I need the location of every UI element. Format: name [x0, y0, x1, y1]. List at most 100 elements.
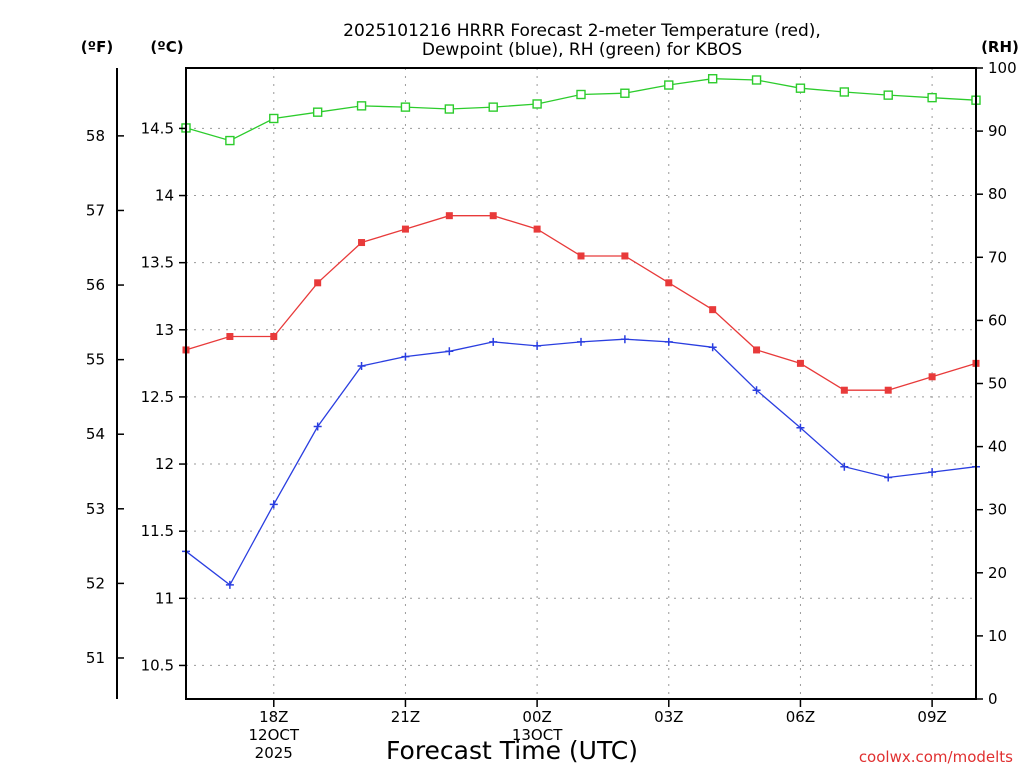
- rh-point-6: [444, 104, 455, 114]
- rh-point-4: [356, 101, 367, 111]
- rh-tick-label-2: 20: [988, 564, 1007, 582]
- fahrenheit-unit-label: (ºF): [81, 38, 113, 56]
- 2-meter-temperature-point-10: [621, 252, 629, 260]
- dewpoint-point-7: [489, 337, 498, 346]
- fahrenheit-tick-label-4: 55: [86, 351, 105, 369]
- rh-point-9: [576, 89, 586, 100]
- rh-point-5: [400, 102, 411, 112]
- 2-meter-temperature-point-5: [401, 225, 409, 233]
- dewpoint-point-13: [752, 386, 761, 395]
- rh-tick-label-4: 40: [988, 438, 1007, 456]
- fahrenheit-tick-label-6: 57: [86, 201, 105, 219]
- rh-point-1: [225, 135, 235, 146]
- celsius-tick-label-2: 11.5: [141, 522, 174, 540]
- 2-meter-temperature-point-9: [577, 252, 585, 260]
- celsius-tick-label-6: 13.5: [141, 254, 174, 272]
- x-tick-label-0-0: 18Z: [259, 708, 288, 726]
- fahrenheit-tick-label-5: 56: [86, 276, 105, 294]
- rh-tick-label-5: 50: [988, 375, 1007, 393]
- x-tick-label-5-0: 09Z: [917, 708, 946, 726]
- fahrenheit-tick-label-3: 54: [86, 425, 105, 443]
- x-tick-label-3-0: 03Z: [654, 708, 683, 726]
- rh-point-3: [312, 107, 323, 117]
- rh-point-11: [664, 80, 674, 90]
- axis-labels: 10.5 11 11.5 12 12.5 13 13.5 14 14.5 51 52 53 54 55 56…: [86, 59, 1017, 762]
- fahrenheit-tick-label-1: 52: [86, 574, 105, 592]
- celsius-tick-label-1: 11: [155, 589, 174, 607]
- fahrenheit-tick-label-2: 53: [86, 500, 105, 518]
- 2-meter-temperature-point-13: [753, 346, 761, 354]
- rh-point-7: [488, 102, 498, 112]
- 2-meter-temperature-point-12: [709, 306, 717, 314]
- dewpoint-point-1: [225, 580, 234, 589]
- 2-meter-temperature-point-17: [928, 373, 936, 381]
- 2-meter-temperature-point-11: [665, 279, 673, 287]
- credit-text: coolwx.com/modelts: [859, 748, 1013, 766]
- rh-point-16: [883, 90, 893, 100]
- x-tick-label-2-0: 00Z: [522, 708, 551, 726]
- x-tick-label-0-1: 12OCT: [249, 726, 300, 744]
- dewpoint-point-16: [884, 473, 893, 482]
- 2-meter-temperature-point-4: [358, 239, 366, 247]
- x-tick-label-4-0: 06Z: [786, 708, 815, 726]
- celsius-tick-label-5: 13: [155, 321, 174, 339]
- rh-point-17: [927, 92, 937, 103]
- dewpoint-point-9: [577, 337, 585, 346]
- rh-point-2: [269, 113, 279, 124]
- x-axis-title: Forecast Time (UTC): [386, 736, 638, 765]
- rh-unit-label: (RH): [981, 38, 1019, 56]
- x-tick-label-0-2: 2025: [255, 744, 293, 762]
- dewpoint-point-5: [401, 352, 410, 361]
- rh-tick-label-6: 60: [988, 311, 1007, 329]
- rh-tick-label-8: 80: [988, 185, 1007, 203]
- celsius-tick-label-3: 12: [155, 455, 174, 473]
- rh-point-13: [751, 75, 762, 85]
- dewpoint-point-6: [445, 347, 454, 356]
- celsius-unit-label: (ºC): [150, 38, 183, 56]
- grid-lines: [186, 68, 976, 699]
- dewpoint-point-17: [928, 468, 937, 477]
- celsius-tick-label-7: 14: [155, 187, 174, 205]
- celsius-tick-label-8: 14.5: [141, 119, 174, 137]
- rh-line: [185, 78, 977, 142]
- dewpoint-line: [185, 338, 977, 586]
- 2-meter-temperature-point-15: [840, 386, 848, 394]
- plot-frame: [185, 67, 977, 700]
- 2-meter-temperature-point-6: [445, 212, 453, 220]
- 2-meter-temperature-point-2: [270, 333, 278, 341]
- rh-tick-label-1: 10: [988, 627, 1007, 645]
- rh-tick-label-9: 90: [988, 122, 1007, 140]
- dewpoint-point-12: [708, 343, 717, 352]
- 2-meter-temperature-point-7: [489, 212, 497, 220]
- chart-title-line-1: 2025101216 HRRR Forecast 2-meter Tempera…: [343, 21, 821, 41]
- rh-point-12: [707, 74, 718, 84]
- x-tick-label-2-1: 13OCT: [512, 726, 563, 744]
- dewpoint-point-2: [269, 500, 278, 509]
- dewpoint-point-10: [620, 335, 629, 344]
- rh-point-8: [532, 99, 542, 109]
- x-tick-label-1-0: 21Z: [391, 708, 420, 726]
- chart-title-line-2: Dewpoint (blue), RH (green) for KBOS: [422, 40, 742, 60]
- dewpoint-point-8: [533, 341, 542, 350]
- 2-meter-temperature-point-14: [796, 359, 804, 367]
- rh-point-14: [795, 83, 806, 93]
- dewpoint-point-3: [313, 422, 322, 431]
- series-layer: [181, 74, 981, 589]
- 2-meter-temperature-point-1: [226, 333, 234, 341]
- 2-meter-temperature-point-8: [533, 225, 541, 233]
- dewpoint-point-11: [664, 337, 673, 346]
- dewpoint-point-15: [840, 462, 849, 471]
- rh-tick-label-7: 70: [988, 248, 1007, 266]
- fahrenheit-tick-label-0: 51: [86, 649, 105, 667]
- dewpoint-point-4: [357, 362, 366, 371]
- 2-meter-temperature-line: [185, 215, 977, 391]
- rh-tick-label-0: 0: [988, 690, 998, 708]
- dewpoint-point-14: [796, 423, 805, 432]
- rh-point-15: [839, 87, 850, 97]
- rh-tick-label-3: 30: [988, 501, 1007, 519]
- 2-meter-temperature-point-16: [884, 386, 892, 394]
- rh-point-10: [620, 88, 630, 98]
- celsius-tick-label-0: 10.5: [141, 656, 174, 674]
- fahrenheit-tick-label-7: 58: [86, 127, 105, 145]
